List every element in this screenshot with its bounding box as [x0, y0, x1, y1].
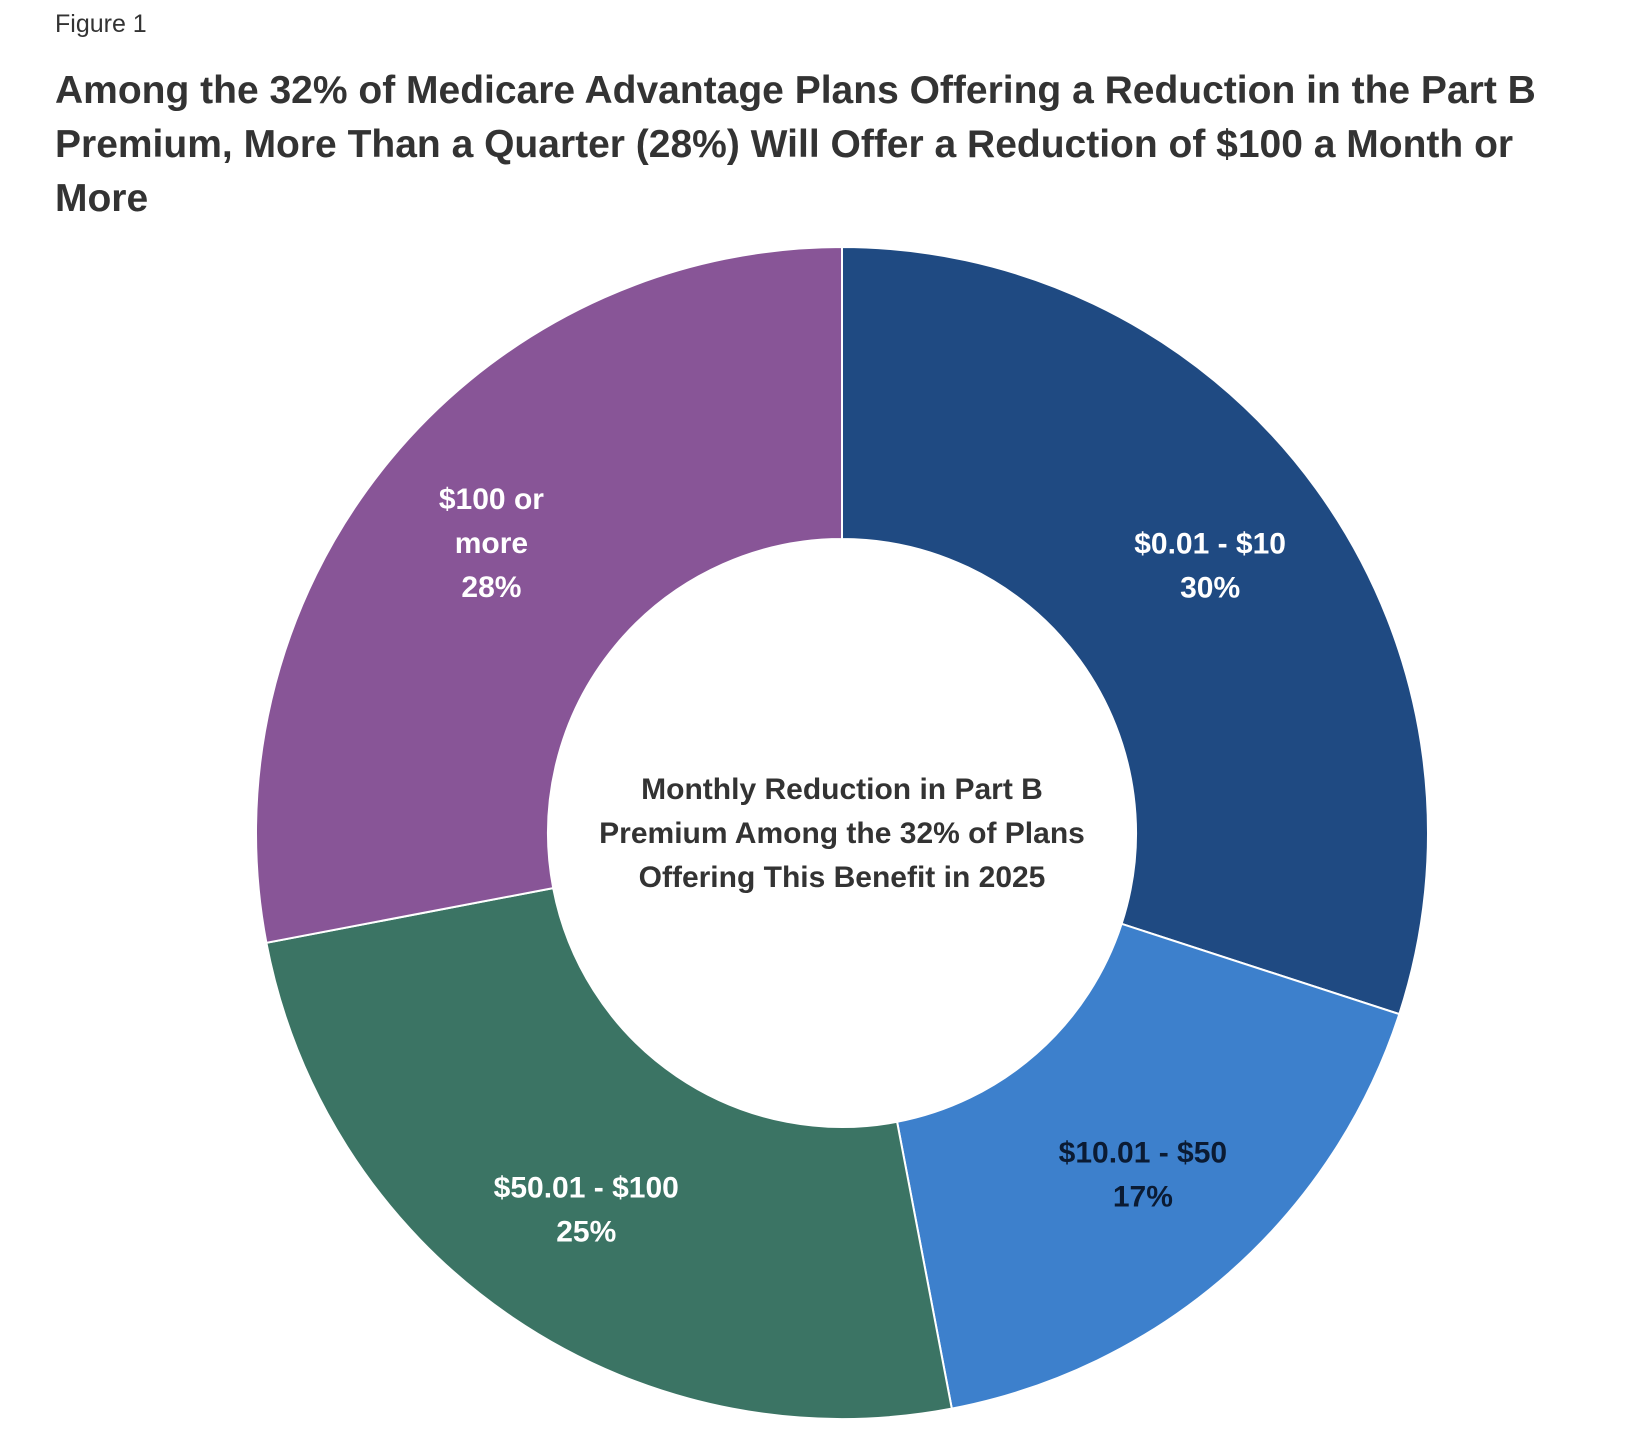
center-label: Monthly Reduction in Part B Premium Among… — [599, 773, 1085, 894]
donut-slices — [255, 245, 1429, 1420]
chart-title: Among the 32% of Medicare Advantage Plan… — [55, 69, 1536, 220]
slice-labels: $0.01 - $10 30% $10.01 - $50 17% $50.01 - $1… — [439, 483, 1286, 1248]
slice-10-01-50[interactable] — [895, 922, 1401, 1410]
slice-label-0-01-10: $0.01 - $10 30% — [1134, 528, 1286, 605]
slice-label-100-or-more: $100 or more 28% — [439, 483, 544, 604]
slice-label-10-01-50: $10.01 - $50 17% — [1059, 1136, 1227, 1213]
slice-0-01-10[interactable] — [841, 245, 1429, 1016]
slice-50-01-100[interactable] — [265, 886, 953, 1420]
slice-label-50-01-100: $50.01 - $100 25% — [494, 1171, 679, 1248]
figure-label: Figure 1 — [55, 10, 147, 38]
slice-100-or-more[interactable] — [255, 245, 843, 944]
